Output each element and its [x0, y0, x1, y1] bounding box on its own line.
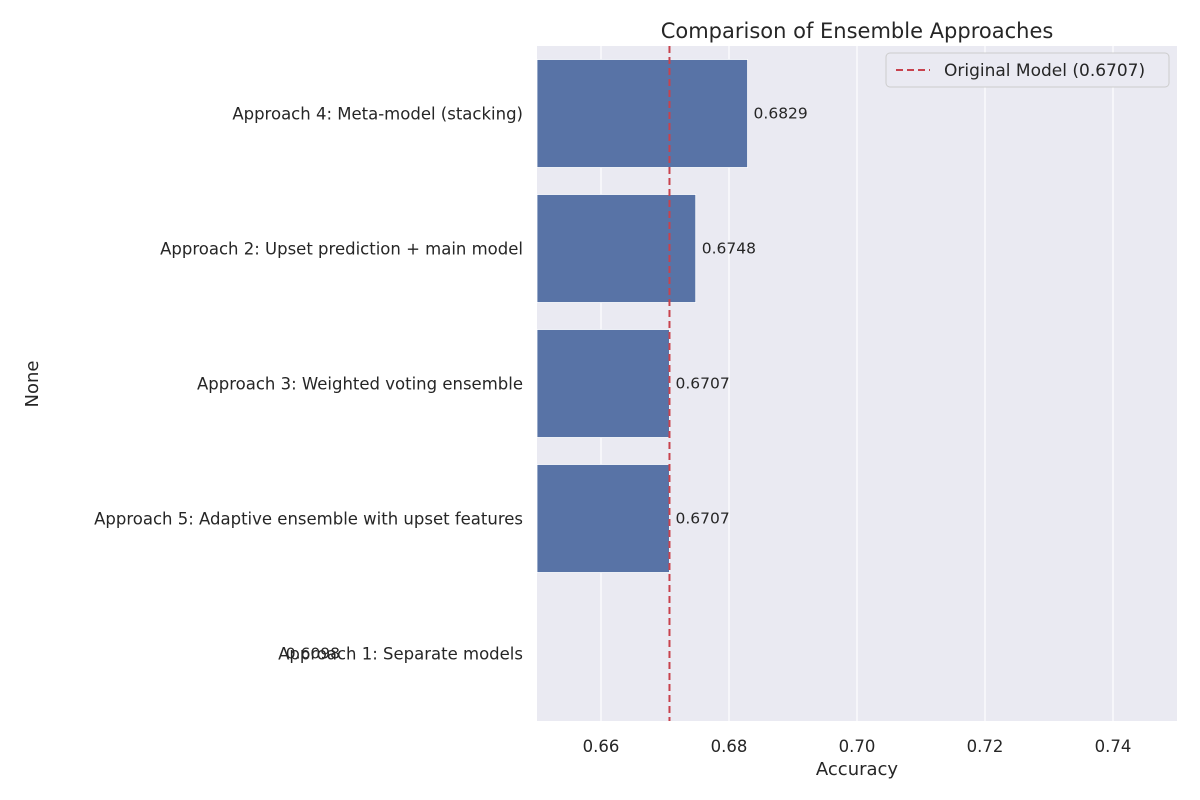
category-label: Approach 1: Separate models	[278, 645, 523, 664]
bar	[536, 464, 670, 573]
x-tick-label: 0.68	[711, 737, 748, 756]
bar	[536, 194, 697, 303]
y-axis-label: None	[22, 361, 43, 408]
x-axis-label: Accuracy	[816, 759, 899, 780]
category-labels: Approach 4: Meta-model (stacking) Approac…	[94, 105, 523, 664]
data-label: 0.6748	[702, 240, 756, 258]
x-tick-label: 0.70	[839, 737, 876, 756]
data-label: 0.6829	[754, 105, 808, 123]
x-tick-label: 0.74	[1095, 737, 1132, 756]
x-tick-label: 0.72	[967, 737, 1004, 756]
data-labels: 0.6829 0.6748 0.6707 0.6707 0.6098	[286, 105, 808, 663]
data-label: 0.6098	[286, 645, 340, 663]
x-tick-labels: 0.66 0.68 0.70 0.72 0.74	[583, 737, 1132, 756]
chart-title: Comparison of Ensemble Approaches	[661, 19, 1054, 43]
bar	[536, 329, 670, 438]
category-label: Approach 5: Adaptive ensemble with upset…	[94, 510, 523, 529]
legend: Original Model (0.6707)	[885, 52, 1170, 88]
bars	[536, 59, 748, 573]
bar	[536, 59, 748, 168]
category-label: Approach 3: Weighted voting ensemble	[197, 375, 523, 394]
category-label: Approach 2: Upset prediction + main mode…	[160, 240, 523, 259]
data-label: 0.6707	[675, 375, 729, 393]
data-label: 0.6707	[675, 510, 729, 528]
legend-box	[885, 52, 1170, 88]
category-label: Approach 4: Meta-model (stacking)	[232, 105, 523, 124]
legend-label-reference: Original Model (0.6707)	[944, 61, 1145, 81]
x-tick-label: 0.66	[583, 737, 620, 756]
